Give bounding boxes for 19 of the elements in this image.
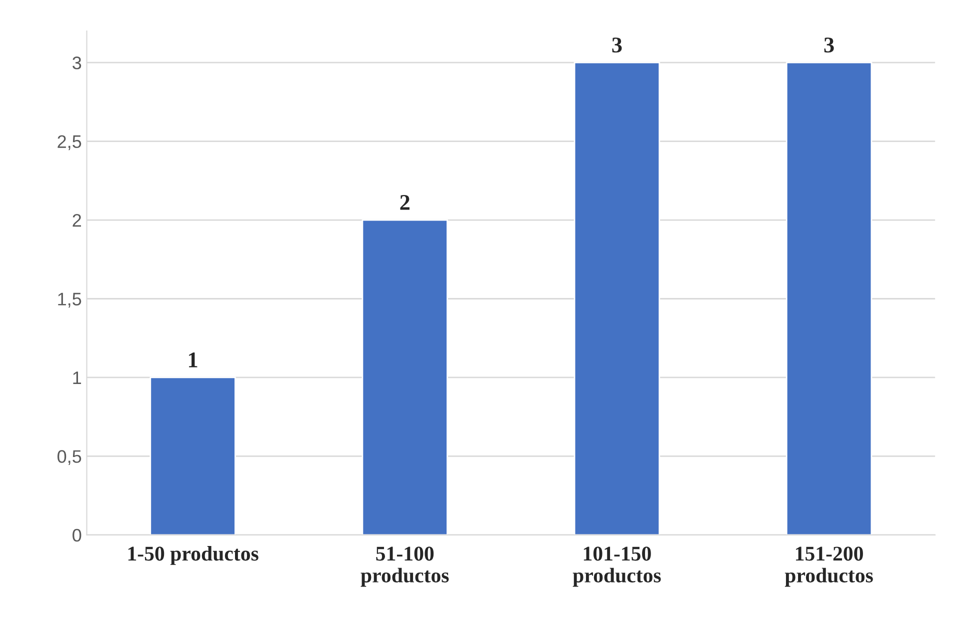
x-tick-label: 1-50 productos	[128, 546, 258, 565]
bar	[786, 62, 872, 535]
x-tick-label: 151-200 productos	[784, 546, 873, 587]
y-tick-label: 2	[72, 214, 81, 227]
x-tick-label: 51-100 productos	[360, 546, 449, 587]
data-label: 2	[400, 195, 410, 210]
y-tick-label: 0,5	[58, 450, 82, 466]
y-tick-label: 1	[73, 372, 82, 384]
x-tick-label: 101-150 productos	[572, 546, 661, 587]
y-tick-label: 0	[72, 528, 82, 542]
data-label: 1	[189, 352, 198, 368]
bar	[574, 62, 660, 535]
y-tick-label: 1,5	[58, 292, 82, 308]
y-tick-label: 3	[72, 56, 82, 70]
y-tick-label: 2,5	[58, 135, 82, 150]
bar	[362, 219, 448, 535]
data-label: 3	[612, 38, 622, 53]
data-label: 3	[824, 38, 834, 53]
bar	[150, 376, 236, 535]
